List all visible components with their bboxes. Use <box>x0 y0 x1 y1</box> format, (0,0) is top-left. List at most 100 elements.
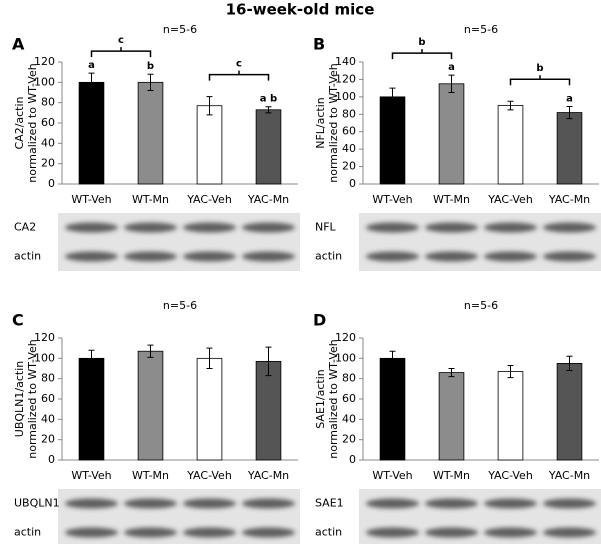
figure-title: 16-week-old mice <box>226 1 375 19</box>
x-tick-label: YAC-Veh <box>487 469 533 482</box>
bar <box>196 105 223 185</box>
blot-band <box>182 498 237 509</box>
y-tick-label: 100 <box>335 351 356 364</box>
error-bar <box>88 349 95 367</box>
blot-band <box>241 527 296 538</box>
bracket-label: c <box>118 35 124 46</box>
blot-band <box>424 222 479 233</box>
blot-band <box>424 527 479 538</box>
x-tick-label: WT-Veh <box>71 469 111 482</box>
blot-band <box>483 498 538 509</box>
error-bar <box>448 74 455 93</box>
y-tick-label: 120 <box>34 331 55 344</box>
y-tick-label: 0 <box>48 453 55 466</box>
error-bar <box>507 100 514 111</box>
blot-label: UBQLN1 <box>14 497 60 510</box>
error-bar <box>566 105 573 120</box>
error-bar <box>206 347 213 369</box>
bar <box>438 372 465 461</box>
blot-band <box>241 251 296 262</box>
blot-band <box>542 222 597 233</box>
y-tick-label: 20 <box>41 157 55 170</box>
error-bar <box>265 106 272 114</box>
y-axis-label: SAE1/actin <box>314 369 327 429</box>
bar <box>255 360 282 461</box>
blot-band <box>365 498 420 509</box>
blot-band <box>365 527 420 538</box>
y-tick-label: 60 <box>41 392 55 405</box>
blot-band <box>182 222 237 233</box>
y-tick-label: 0 <box>349 453 356 466</box>
blot-band <box>483 251 538 262</box>
subtitle: n=5-6 <box>464 23 498 36</box>
y-tick-label: 40 <box>41 412 55 425</box>
error-bar <box>147 73 154 91</box>
y-axis-label: normalized to WT-Veh <box>26 63 39 183</box>
bracket <box>391 49 453 60</box>
y-axis-label: normalized to WT-Veh <box>327 63 340 183</box>
y-axis-label: normalized to WT-Veh <box>26 339 39 459</box>
y-tick-label: 40 <box>342 142 356 155</box>
y-tick-label: 80 <box>342 372 356 385</box>
bracket <box>509 75 571 86</box>
y-axis-label: CA2/actin <box>13 96 26 149</box>
subtitle: n=5-6 <box>163 299 197 312</box>
x-tick-label: WT-Mn <box>132 469 169 482</box>
bar <box>379 96 406 185</box>
bar <box>196 357 223 461</box>
error-bar <box>147 344 154 358</box>
significance-letter: b <box>147 61 154 72</box>
bar <box>137 81 164 185</box>
bar <box>556 112 583 185</box>
subtitle: n=5-6 <box>464 299 498 312</box>
blot-band <box>542 251 597 262</box>
blot-band <box>483 222 538 233</box>
blot-band <box>64 498 119 509</box>
x-tick-label: WT-Veh <box>372 193 412 206</box>
x-tick-label: YAC-Mn <box>548 469 590 482</box>
blot-band <box>64 527 119 538</box>
bracket-label: c <box>236 59 242 70</box>
bar <box>379 357 406 461</box>
y-tick-label: 60 <box>41 116 55 129</box>
x-tick-label: YAC-Mn <box>247 193 289 206</box>
significance-letter: a b <box>260 94 277 105</box>
blot-band <box>123 251 178 262</box>
y-tick-label: 20 <box>342 433 356 446</box>
bar <box>255 109 282 185</box>
blot-band <box>182 251 237 262</box>
y-tick-label: 120 <box>34 55 55 68</box>
y-tick-label: 100 <box>34 75 55 88</box>
error-bar <box>88 72 95 92</box>
bracket <box>90 47 152 58</box>
significance-letter: a <box>88 60 95 71</box>
blot-background <box>359 213 601 271</box>
y-tick-label: 40 <box>41 136 55 149</box>
panel-letter: D <box>313 311 326 330</box>
x-tick-label: YAC-Veh <box>487 193 533 206</box>
blot-band <box>542 527 597 538</box>
bar <box>137 350 164 461</box>
blot-band <box>365 222 420 233</box>
bar <box>78 357 105 461</box>
blot-band <box>424 498 479 509</box>
error-bar <box>389 87 396 107</box>
blot-label: SAE1 <box>315 497 344 510</box>
blot-band <box>123 498 178 509</box>
blot-label: actin <box>315 250 342 263</box>
panel-letter: C <box>12 311 24 330</box>
error-bar <box>206 96 213 116</box>
y-tick-label: 60 <box>342 392 356 405</box>
error-bar <box>566 355 573 372</box>
bar <box>497 105 524 185</box>
y-tick-label: 140 <box>335 55 356 68</box>
x-tick-label: WT-Veh <box>372 469 412 482</box>
bracket-label: b <box>536 63 543 74</box>
x-tick-label: YAC-Veh <box>186 193 232 206</box>
blot-label: CA2 <box>14 221 36 234</box>
y-tick-label: 120 <box>335 72 356 85</box>
y-tick-label: 20 <box>342 160 356 173</box>
y-tick-label: 100 <box>335 90 356 103</box>
y-axis-label: UBQLN1/actin <box>13 361 26 437</box>
y-tick-label: 80 <box>41 372 55 385</box>
